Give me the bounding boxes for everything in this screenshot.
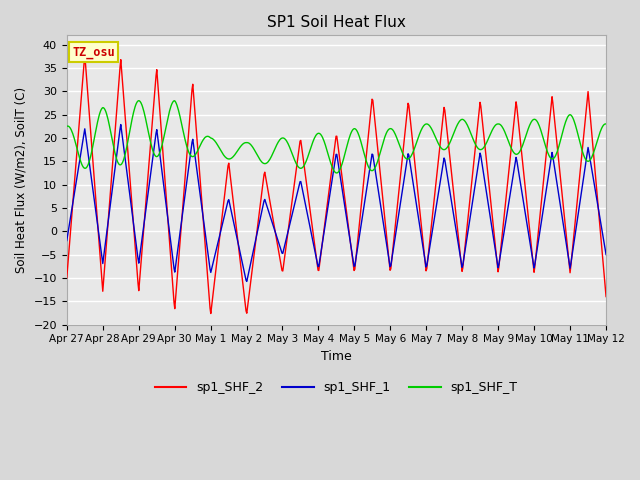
Y-axis label: Soil Heat Flux (W/m2), SoilT (C): Soil Heat Flux (W/m2), SoilT (C) (15, 87, 28, 273)
X-axis label: Time: Time (321, 350, 352, 363)
Title: SP1 Soil Heat Flux: SP1 Soil Heat Flux (267, 15, 406, 30)
Text: TZ_osu: TZ_osu (72, 46, 115, 59)
Legend: sp1_SHF_2, sp1_SHF_1, sp1_SHF_T: sp1_SHF_2, sp1_SHF_1, sp1_SHF_T (150, 376, 523, 399)
